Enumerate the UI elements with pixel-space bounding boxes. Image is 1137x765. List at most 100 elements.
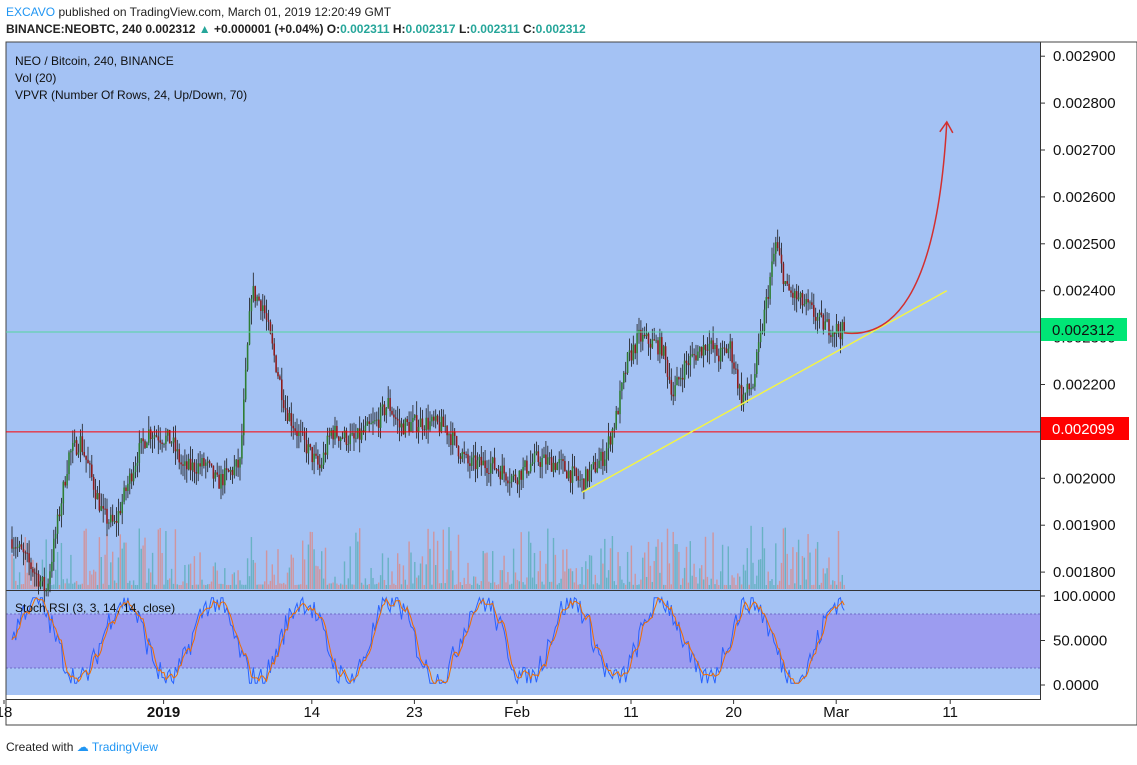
- candle-body: [227, 469, 230, 472]
- volume-bar: [131, 584, 133, 589]
- volume-bar: [292, 557, 294, 589]
- candle-body: [662, 346, 665, 356]
- candle-body: [623, 372, 625, 383]
- volume-bar: [796, 552, 798, 589]
- candle-body: [127, 483, 129, 492]
- legend-title[interactable]: NEO / Bitcoin, 240, BINANCE: [15, 54, 174, 68]
- volume-bars: [11, 525, 845, 589]
- legend-stoch[interactable]: Stoch RSI (3, 3, 14, 14, close): [15, 601, 175, 615]
- candle-body: [524, 460, 526, 468]
- volume-bar: [689, 541, 691, 589]
- volume-bar: [727, 546, 729, 589]
- candle-body: [279, 376, 281, 380]
- candle-body: [826, 319, 828, 322]
- volume-bar: [433, 531, 435, 589]
- legend-vpvr[interactable]: VPVR (Number Of Rows, 24, Up/Down, 70): [15, 88, 247, 102]
- trendline[interactable]: [581, 290, 948, 493]
- candle-body: [740, 385, 743, 406]
- volume-bar: [454, 584, 456, 589]
- candle-body: [484, 460, 486, 469]
- volume-bar: [674, 544, 676, 589]
- volume-bar: [526, 577, 528, 589]
- candle-body: [642, 334, 644, 342]
- volume-bar: [220, 583, 222, 589]
- volume-bar: [490, 582, 492, 589]
- candle-body: [319, 464, 321, 469]
- volume-bar: [758, 559, 760, 589]
- candle-body: [567, 470, 570, 479]
- candle-body: [389, 397, 391, 411]
- volume-bar: [537, 571, 539, 589]
- candle-body: [248, 311, 251, 345]
- legend-vol[interactable]: Vol (20): [15, 71, 56, 85]
- candle-body: [244, 369, 247, 400]
- candle-body: [252, 286, 255, 299]
- volume-bar: [516, 579, 519, 589]
- candle-body: [163, 443, 165, 445]
- candle-body: [501, 465, 503, 480]
- candle-body: [704, 344, 707, 350]
- volume-bar: [657, 539, 659, 589]
- volume-bar: [702, 579, 705, 589]
- volume-bar: [277, 549, 279, 589]
- price-axis[interactable]: 0.002900 0.002800 0.002700 0.002600 0.002500…: [1040, 48, 1116, 581]
- candle-body: [79, 436, 82, 453]
- volume-bar: [321, 551, 323, 589]
- stoch-rsi-lines: [11, 596, 845, 685]
- volume-bar: [571, 571, 574, 589]
- volume-bar: [195, 584, 197, 589]
- candle-body: [545, 454, 547, 465]
- candle-body: [398, 420, 401, 428]
- volume-bar: [408, 541, 410, 589]
- main-pane[interactable]: [6, 42, 1040, 590]
- volume-bar: [305, 584, 308, 589]
- candle-body: [311, 447, 313, 463]
- candle-body: [222, 474, 224, 486]
- candle-body: [602, 451, 604, 466]
- time-axis[interactable]: 18 2019 14 23 Feb 11 20 Mar 11: [0, 700, 958, 721]
- candle-body: [281, 379, 283, 401]
- volume-bar: [771, 579, 773, 589]
- volume-bar: [839, 581, 842, 589]
- marked-price-box: [1041, 417, 1129, 440]
- candle-body: [136, 462, 139, 466]
- volume-bar: [374, 584, 376, 589]
- candle-body: [49, 571, 51, 584]
- candle-body: [148, 429, 150, 443]
- projection-curve[interactable]: [844, 121, 948, 335]
- volume-bar: [381, 553, 384, 589]
- high-value: 0.002317: [405, 22, 456, 36]
- candle-body: [537, 451, 540, 463]
- candle-body: [130, 473, 133, 482]
- candle-body: [170, 442, 173, 444]
- volume-bar: [721, 544, 724, 589]
- volume-bar: [444, 583, 446, 589]
- volume-bar: [611, 535, 614, 589]
- volume-bar: [138, 528, 140, 589]
- volume-bar: [237, 570, 239, 589]
- candle-body: [11, 539, 13, 549]
- volume-bar: [393, 583, 395, 589]
- candle-body: [189, 458, 192, 471]
- candle-body: [70, 450, 72, 453]
- author-name[interactable]: EXCAVO: [6, 5, 56, 19]
- time-tick-label: 11: [623, 704, 639, 721]
- candle-body: [714, 344, 716, 350]
- volume-bar: [577, 584, 579, 589]
- candle-body: [670, 379, 673, 395]
- candle-body: [499, 471, 502, 480]
- candle-body: [51, 561, 53, 572]
- volume-bar: [290, 554, 292, 589]
- volume-bar: [832, 580, 834, 589]
- tradingview-link[interactable]: TradingView: [91, 740, 158, 754]
- stoch-axis[interactable]: 100.0000 50.0000 0.0000: [1040, 588, 1116, 694]
- volume-bar: [436, 540, 439, 589]
- candle-body: [404, 419, 407, 435]
- candle-body: [72, 442, 74, 451]
- volume-bar: [522, 582, 524, 589]
- candle-body: [197, 463, 199, 474]
- volume-bar: [355, 532, 357, 589]
- time-tick-label: Mar: [823, 704, 849, 721]
- candle-body: [322, 452, 325, 465]
